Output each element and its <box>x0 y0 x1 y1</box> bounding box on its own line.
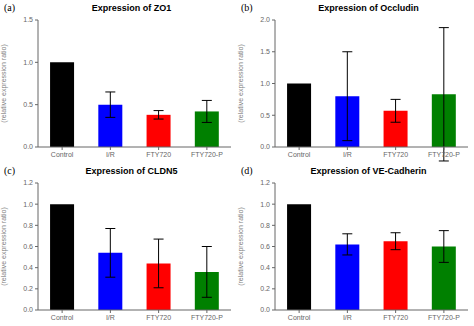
svg-text:FTY720: FTY720 <box>383 151 408 158</box>
svg-text:0.8: 0.8 <box>23 222 33 229</box>
html-text:(a): (a) <box>4 2 16 13</box>
svg-text:0.0: 0.0 <box>260 143 270 150</box>
svg-text:0.5: 0.5 <box>23 101 33 108</box>
svg-text:I/R: I/R <box>106 151 115 158</box>
html-text:Expression of Occludin: Expression of Occludin <box>318 3 419 13</box>
svg-text:0.0: 0.0 <box>260 306 270 313</box>
svg-text:1.0: 1.0 <box>260 80 270 87</box>
svg-text:(relative expression ratio): (relative expression ratio) <box>237 44 245 123</box>
svg-text:Control: Control <box>288 151 311 158</box>
svg-text:0.6: 0.6 <box>23 243 33 250</box>
svg-text:I/R: I/R <box>343 314 352 321</box>
svg-text:Control: Control <box>51 151 74 158</box>
svg-text:1.0: 1.0 <box>23 59 33 66</box>
html-text:Expression of ZO1: Expression of ZO1 <box>91 3 172 13</box>
svg-text:0.2: 0.2 <box>23 285 33 292</box>
svg-text:1.0: 1.0 <box>23 201 33 208</box>
svg-text:0.4: 0.4 <box>23 264 33 271</box>
svg-text:2.0: 2.0 <box>260 16 270 23</box>
svg-text:0.4: 0.4 <box>260 264 270 271</box>
svg-text:FTY720: FTY720 <box>146 151 171 158</box>
svg-text:1.2: 1.2 <box>23 179 33 186</box>
html-text:Expression of VE-Cadherin: Expression of VE-Cadherin <box>310 166 427 176</box>
svg-text:FTY720: FTY720 <box>146 314 171 321</box>
svg-text:1.0: 1.0 <box>260 201 270 208</box>
svg-text:Control: Control <box>51 314 74 321</box>
svg-text:Control: Control <box>288 314 311 321</box>
svg-text:(relative expression ratio): (relative expression ratio) <box>237 207 245 286</box>
svg-text:0.0: 0.0 <box>23 143 33 150</box>
svg-text:1.5: 1.5 <box>260 48 270 55</box>
svg-text:I/R: I/R <box>106 314 115 321</box>
svg-text:FTY720-P: FTY720-P <box>428 314 460 321</box>
svg-text:0.6: 0.6 <box>260 243 270 250</box>
svg-text:0.2: 0.2 <box>260 285 270 292</box>
html-text:(b): (b) <box>241 2 253 13</box>
svg-text:0.5: 0.5 <box>260 112 270 119</box>
svg-text:FTY720: FTY720 <box>383 314 408 321</box>
svg-text:0.8: 0.8 <box>260 222 270 229</box>
svg-text:1.5: 1.5 <box>23 16 33 23</box>
svg-text:FTY720-P: FTY720-P <box>191 314 223 321</box>
html-text:(d): (d) <box>241 165 253 176</box>
svg-text:FTY720-P: FTY720-P <box>428 151 460 158</box>
svg-text:1.2: 1.2 <box>260 179 270 186</box>
svg-text:FTY720-P: FTY720-P <box>191 151 223 158</box>
html-text:Expression of CLDN5: Expression of CLDN5 <box>85 166 178 176</box>
svg-text:(relative expression ratio): (relative expression ratio) <box>8 44 9 123</box>
svg-text:I/R: I/R <box>343 151 352 158</box>
svg-text:0.0: 0.0 <box>23 306 33 313</box>
svg-text:(relative expression ratio): (relative expression ratio) <box>8 207 9 286</box>
html-text:(c): (c) <box>4 165 16 176</box>
